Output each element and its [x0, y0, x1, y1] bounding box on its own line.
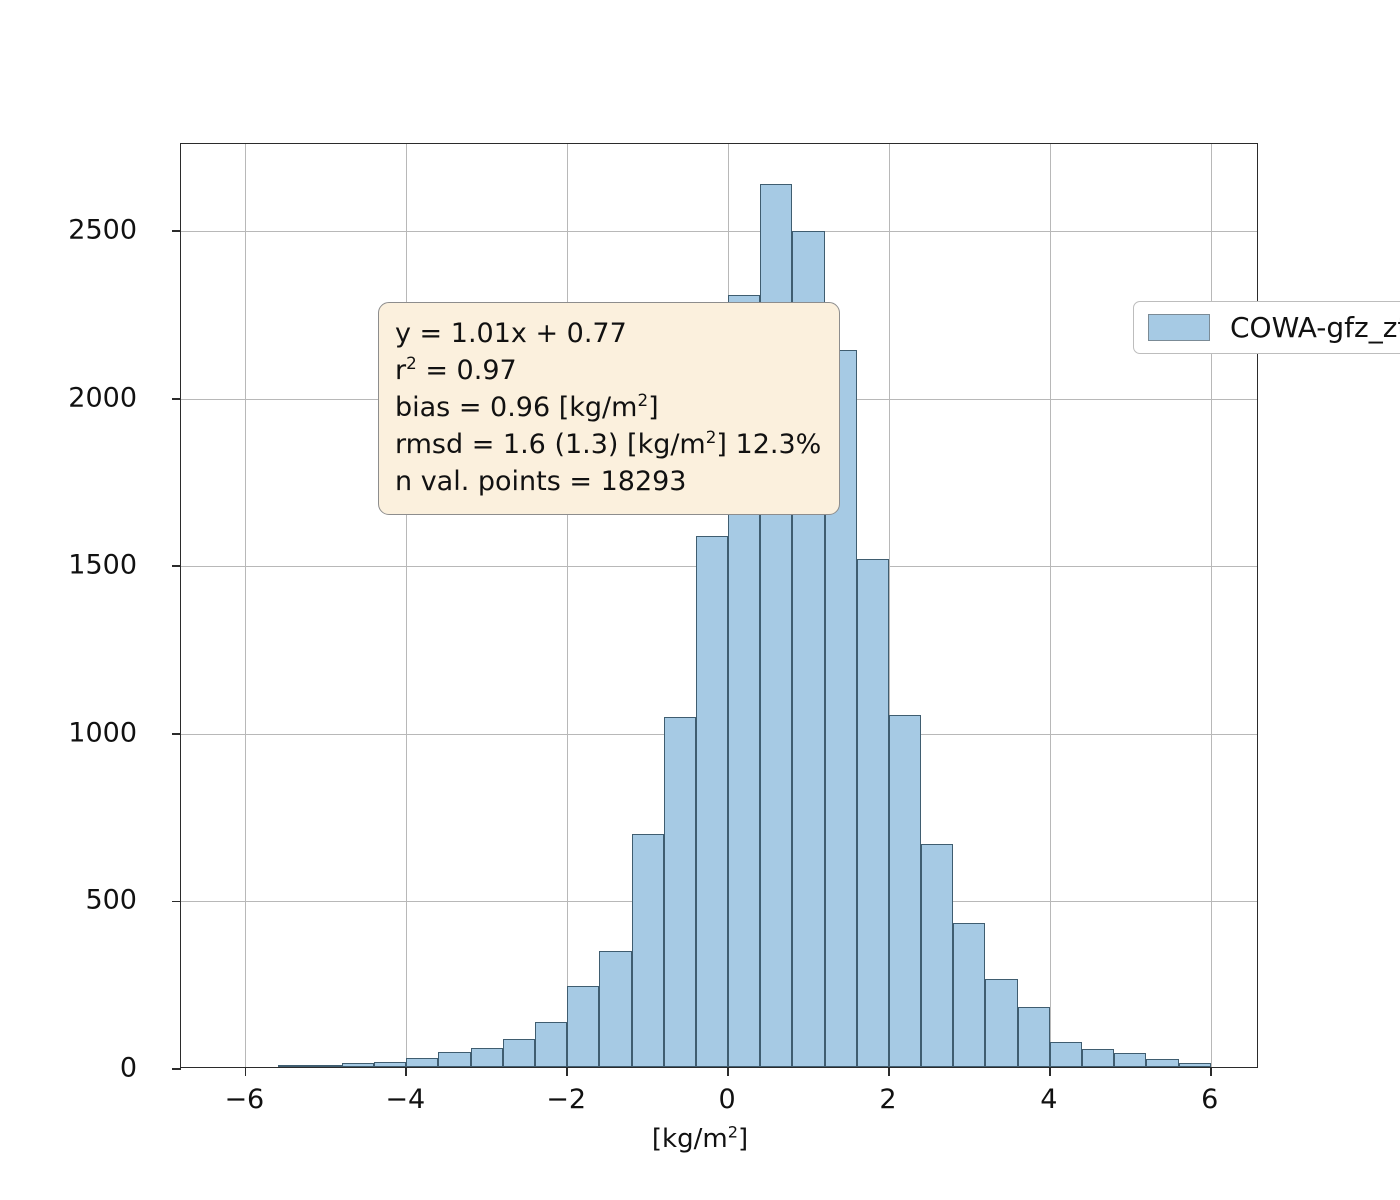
y-tick-label: 2000: [68, 382, 137, 414]
histogram-bar: [1178, 1062, 1211, 1067]
histogram-bar: [1049, 1041, 1082, 1067]
x-tick-label: −2: [546, 1084, 587, 1115]
histogram-bar: [406, 1058, 439, 1067]
histogram-bar: [1082, 1048, 1115, 1067]
y-tick-mark: [172, 900, 181, 903]
histogram-bar: [438, 1051, 471, 1067]
gridline-vertical: [406, 144, 408, 1067]
gridline-vertical: [1210, 144, 1212, 1067]
histogram-bar: [888, 715, 922, 1067]
y-tick-mark: [172, 397, 181, 400]
histogram-bars: [181, 144, 1257, 1067]
x-tick-mark: [566, 1067, 568, 1076]
histogram-bar: [277, 1064, 310, 1067]
y-tick-label: 500: [85, 884, 137, 916]
y-tick-mark: [172, 733, 181, 735]
histogram-bar: [374, 1061, 407, 1067]
x-tick-mark: [727, 1067, 729, 1076]
x-tick-mark: [1048, 1067, 1051, 1076]
histogram-bar: [856, 559, 889, 1067]
annotation-line-rmsd: rmsd = 1.6 (1.3) [kg/m2] 12.3%: [395, 427, 822, 461]
histogram-bar: [631, 834, 664, 1067]
y-tick-mark: [172, 565, 181, 568]
histogram-bar: [341, 1062, 375, 1067]
x-tick-label: −4: [385, 1084, 426, 1115]
legend[interactable]: COWA-gfz_ztd: [1133, 301, 1400, 354]
plot-area: y = 1.01x + 0.77 r2 = 0.97 bias = 0.96 […: [172, 143, 1400, 1076]
x-tick-mark: [888, 1067, 890, 1076]
x-tick-label: 6: [1201, 1084, 1219, 1115]
histogram-bar: [1114, 1052, 1147, 1067]
x-tick-label: 2: [879, 1084, 897, 1115]
histogram-bar: [502, 1038, 535, 1067]
statistics-annotation-box: y = 1.01x + 0.77 r2 = 0.97 bias = 0.96 […: [378, 302, 841, 516]
gridline-vertical: [245, 144, 247, 1067]
x-tick-label: 4: [1040, 1084, 1058, 1115]
histogram-bar: [663, 716, 696, 1067]
y-tick-label: 0: [119, 1052, 137, 1084]
histogram-bar: [599, 951, 632, 1067]
annotation-line-bias: bias = 0.96 [kg/m2]: [395, 390, 659, 424]
y-tick-label: 1000: [68, 717, 137, 749]
histogram-bar: [953, 922, 986, 1067]
histogram-bar: [470, 1047, 503, 1067]
gridline-vertical: [1049, 144, 1051, 1067]
legend-swatch-icon: [1148, 314, 1210, 341]
x-tick-mark: [1209, 1067, 1212, 1076]
annotation-line-npoints: n val. points = 18293: [395, 466, 687, 498]
x-tick-label: −6: [224, 1084, 265, 1115]
y-tick-mark: [172, 1068, 181, 1070]
histogram-bar: [985, 979, 1018, 1067]
histogram-bar: [1017, 1006, 1050, 1067]
annotation-line-r2: r2 = 0.97: [395, 353, 517, 387]
y-tick-mark: [172, 230, 181, 232]
gridline-vertical: [888, 144, 890, 1067]
gridline-vertical: [567, 144, 569, 1067]
histogram-bar: [695, 535, 729, 1067]
histogram-bar: [567, 985, 600, 1067]
histogram-bar: [534, 1022, 568, 1067]
x-tick-label: 0: [718, 1084, 736, 1115]
x-tick-mark: [405, 1067, 408, 1076]
annotation-line-regression: y = 1.01x + 0.77: [395, 318, 627, 349]
histogram-bar: [921, 844, 954, 1067]
y-tick-label: 1500: [68, 549, 137, 581]
histogram-bar: [309, 1064, 342, 1067]
histogram-bar: [1146, 1058, 1179, 1067]
x-axis-label: [kg/m2]: [651, 1122, 749, 1154]
legend-label: COWA-gfz_ztd: [1230, 311, 1400, 344]
gridline-horizontal: [181, 231, 1257, 233]
y-tick-label: 2500: [68, 214, 137, 246]
x-tick-mark: [244, 1067, 247, 1076]
